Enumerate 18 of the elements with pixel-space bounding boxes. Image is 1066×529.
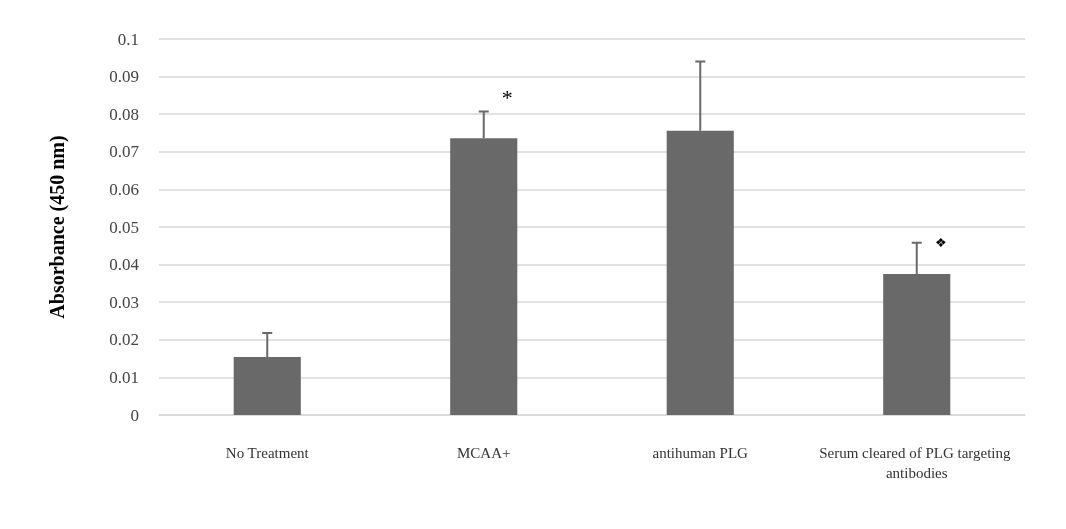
- y-tick-label: 0.08: [109, 104, 139, 124]
- y-tick-label: 0.09: [109, 67, 139, 87]
- y-tick-label: 0.04: [109, 255, 140, 275]
- y-axis-title: Absorbance (450 nm): [46, 135, 69, 319]
- y-tick-label: 0.1: [117, 29, 139, 49]
- y-tick-label: 0.01: [109, 367, 139, 387]
- y-tick-label: 0.05: [109, 217, 139, 237]
- x-tick-label: MCAA+: [457, 445, 511, 461]
- y-tick-label: 0.06: [109, 179, 139, 199]
- y-tick-label: 0.03: [109, 292, 139, 312]
- y-tick-label: 0.07: [109, 142, 140, 162]
- x-tick-label: antihuman PLG: [652, 445, 749, 461]
- annotation: *: [501, 85, 513, 111]
- x-tick-label: No Treatment: [225, 445, 310, 461]
- annotation: ❖: [934, 235, 947, 251]
- y-tick-label: 0: [130, 405, 139, 425]
- x-tick-label: Serum cleared of PLG targeting antibodies: [819, 445, 1015, 481]
- y-tick-label: 0.02: [109, 330, 139, 350]
